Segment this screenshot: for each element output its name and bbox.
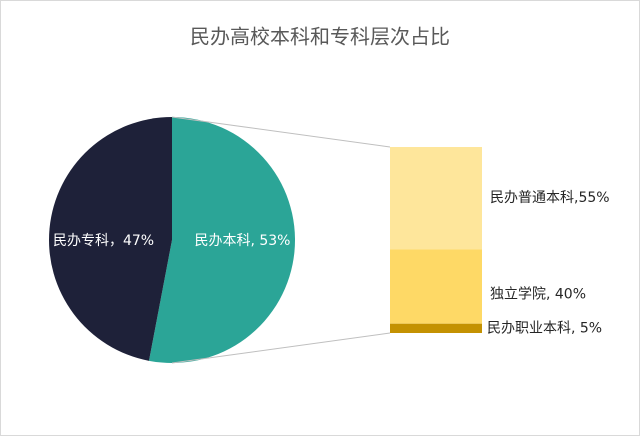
- slice-label: 民办本科, 53%: [194, 233, 290, 249]
- bar-segment: [390, 249, 482, 324]
- pie-slice: [148, 117, 296, 364]
- bar-segment: [390, 323, 482, 333]
- connector: [171, 332, 391, 364]
- connector: [171, 116, 391, 148]
- slice-label: 民办专科，47%: [53, 233, 154, 249]
- segment-label: 民办普通本科,55%: [490, 190, 610, 206]
- chart-title: 民办高校本科和专科层次占比: [190, 25, 450, 49]
- pie-slice: [49, 117, 172, 361]
- segment-label: 独立学院, 40%: [490, 287, 586, 303]
- segment-label: 民办职业本科, 5%: [487, 320, 602, 336]
- bar-segment: [390, 147, 482, 250]
